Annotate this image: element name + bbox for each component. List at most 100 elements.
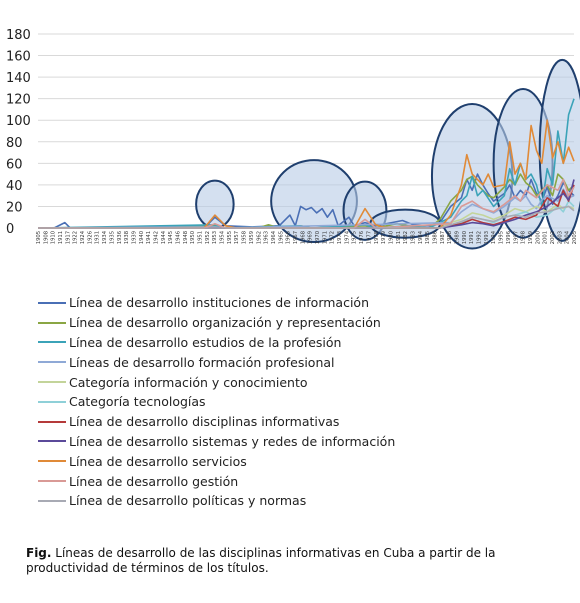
y-tick-label: 160 [6, 50, 31, 65]
x-tick-label: 1946 [176, 231, 182, 244]
x-tick-label: 1934 [102, 230, 108, 244]
x-tick-label: 1958 [242, 231, 248, 244]
x-tick-label: 1983 [411, 231, 417, 244]
legend-label: Línea de desarrollo gestión [69, 473, 239, 489]
x-tick-label: 1955 [227, 231, 233, 244]
legend-swatch [38, 321, 66, 324]
x-tick-label: 1942 [154, 231, 160, 244]
legend-swatch [38, 381, 66, 384]
x-tick-label: 1996 [506, 231, 512, 244]
series-line [38, 203, 575, 229]
x-tick-label: 1910 [51, 231, 57, 244]
x-tick-label: 1905 [36, 231, 42, 244]
figure-caption: Fig. Líneas de desarrollo de las discipl… [26, 546, 556, 576]
caption-text: Líneas de desarrollo de las disciplinas … [26, 546, 496, 575]
x-tick-label: 1981 [396, 231, 402, 244]
legend: Línea de desarrollo instituciones de inf… [38, 293, 558, 511]
legend-item: Línea de desarrollo políticas y normas [38, 491, 558, 511]
x-tick-label: 1941 [146, 231, 152, 244]
y-tick-label: 20 [6, 200, 23, 215]
x-tick-label: 1948 [183, 231, 189, 244]
y-tick-label: 100 [6, 114, 31, 129]
x-tick-label: 1972 [330, 231, 336, 244]
x-tick-label: 1935 [109, 231, 115, 244]
y-tick-label: 80 [6, 136, 23, 151]
x-tick-label: 1988 [447, 231, 453, 244]
legend-item: Categoría información y conocimiento [38, 372, 558, 392]
x-tick-label: 1926 [87, 231, 93, 244]
legend-item: Categoría tecnologías [38, 392, 558, 412]
legend-label: Categoría información y conocimiento [69, 374, 308, 390]
x-tick-label: 1968 [300, 231, 306, 244]
legend-item: Línea de desarrollo sistemas y redes de … [38, 432, 558, 452]
y-tick-label: 40 [6, 179, 23, 194]
x-tick-label: 1993 [484, 231, 490, 244]
x-tick-label: 1975 [352, 231, 358, 244]
x-tick-label: 1974 [344, 230, 350, 244]
legend-label: Línea de desarrollo sistemas y redes de … [69, 433, 396, 449]
x-tick-label: 1950 [190, 231, 196, 244]
series-line [38, 179, 575, 229]
x-tick-label: 1911 [58, 231, 64, 244]
x-tick-label: 1969 [308, 231, 314, 244]
x-tick-label: 1940 [139, 231, 145, 244]
legend-swatch [38, 341, 66, 344]
x-tick-label: 1986 [433, 231, 439, 244]
x-tick-label: 1994 [491, 230, 497, 244]
x-tick-label: 1966 [286, 231, 292, 244]
legend-label: Líneas de desarrollo formación profesion… [69, 354, 335, 370]
x-tick-label: 1970 [315, 231, 321, 244]
legend-swatch [38, 480, 66, 483]
x-tick-label: 1976 [359, 231, 365, 244]
series-line [38, 205, 575, 229]
legend-label: Línea de desarrollo disciplinas informat… [69, 414, 340, 430]
x-tick-label: 1985 [425, 231, 431, 244]
x-tick-label: 1982 [403, 231, 409, 244]
x-tick-label: 1997 [513, 231, 519, 244]
legend-item: Línea de desarrollo servicios [38, 451, 558, 471]
legend-label: Línea de desarrollo políticas y normas [69, 493, 307, 509]
legend-item: Línea de desarrollo disciplinas informat… [38, 412, 558, 432]
x-tick-label: 1936 [117, 231, 123, 244]
x-tick-label: 1998 [521, 231, 527, 244]
x-tick-label: 1959 [249, 231, 255, 244]
y-tick-label: 180 [6, 28, 31, 43]
x-tick-label: 1952 [205, 231, 211, 244]
legend-item: Línea de desarrollo gestión [38, 471, 558, 491]
x-tick-label: 1973 [337, 231, 343, 244]
x-tick-label: 1963 [264, 231, 270, 244]
x-tick-label: 2005 [572, 231, 578, 244]
x-tick-label: 2004 [565, 230, 571, 244]
chart-area: 0 20 40 60 80 100 120 140 160 180 1905 1908 1910 1911… [0, 0, 580, 268]
legend-item: Línea de desarrollo organización y repre… [38, 313, 558, 333]
legend-label: Línea de desarrollo servicios [69, 453, 247, 469]
legend-label: Categoría tecnologías [69, 394, 206, 410]
x-tick-label: 2001 [543, 231, 549, 244]
x-tick-label: 1931 [95, 231, 101, 244]
x-tick-label: 1979 [381, 231, 387, 244]
line-chart: 0 20 40 60 80 100 120 140 160 180 1905 1908 1910 1911… [6, 28, 580, 250]
x-tick-label: 2002 [550, 231, 556, 244]
legend-swatch [38, 440, 66, 443]
x-tick-label: 1951 [198, 231, 204, 244]
legend-swatch [38, 400, 66, 403]
legend-label: Línea de desarrollo organización y repre… [69, 315, 381, 331]
x-tick-label: 1924 [80, 230, 86, 244]
x-tick-label: 1992 [477, 231, 483, 244]
x-tick-label: 1953 [212, 231, 218, 244]
highlight-ellipse [195, 179, 235, 230]
x-tick-label: 1967 [293, 231, 299, 244]
x-tick-label: 1991 [469, 231, 475, 244]
legend-swatch [38, 460, 66, 463]
x-tick-label: 1908 [43, 231, 49, 244]
x-tick-label: 1945 [168, 231, 174, 244]
caption-prefix: Fig. [26, 546, 52, 560]
x-tick-label: 1995 [499, 231, 505, 244]
y-tick-label: 140 [6, 71, 31, 86]
x-tick-label: 1980 [388, 231, 394, 244]
legend-label: Línea de desarrollo instituciones de inf… [69, 295, 369, 311]
x-tick-label: 1978 [374, 231, 380, 244]
x-tick-label: 1917 [65, 231, 71, 244]
y-tick-label: 60 [6, 157, 23, 172]
y-tick-label: 0 [6, 222, 14, 237]
